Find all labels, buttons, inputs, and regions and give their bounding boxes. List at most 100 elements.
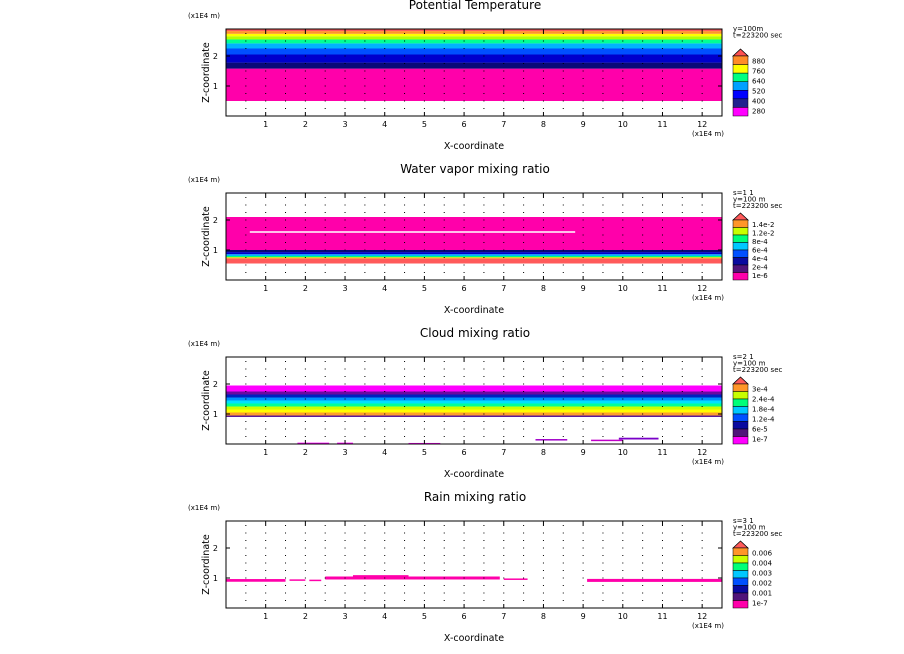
grid-dot [245,93,247,94]
grid-dot [384,78,386,79]
grid-dot [265,592,267,594]
grid-dot [304,219,306,221]
grid-dot [384,204,386,206]
grid-dot [483,585,485,586]
grid-dot [503,421,505,422]
grid-dot [562,562,564,564]
grid-dot [265,406,267,407]
grid-dot [582,361,584,362]
x-tick-label: 2 [303,284,308,293]
grid-dot [661,55,663,57]
x-tick-label: 7 [501,612,506,621]
colorbar-label: 3e-4 [752,386,768,394]
grid-dot [384,398,386,400]
grid-dot [642,592,644,594]
grid-dot [443,204,445,206]
grid-dot [384,600,386,601]
grid-dot [245,555,247,556]
grid-dot [661,391,663,392]
field-patch [297,442,330,445]
grid-dot [523,48,525,49]
panel-3: Cloud mixing ratio(x1E4 m)1 2 3 4 5 6 7 8 9 10 11 1… [188,326,783,480]
grid-dot [324,555,326,556]
grid-dot [701,100,703,102]
grid-dot [404,249,406,251]
grid-dot [483,33,485,34]
grid-dot [304,600,306,601]
grid-dot [602,249,604,251]
grid-dot [285,33,287,34]
x-tick-label: 1 [263,612,268,621]
grid-dot [285,234,287,236]
grid-dot [304,413,306,415]
grid-dot [324,257,326,258]
grid-dot [384,562,386,564]
contour-band [226,400,722,404]
grid-dot [681,212,683,213]
grid-dot [582,428,584,430]
grid-dot [582,368,584,370]
grid-dot [622,421,624,422]
grid-dot [602,547,604,549]
z-unit-label: (x1E4 m) [188,504,220,512]
grid-dot [324,376,326,377]
grid-dot [304,555,306,556]
x-tick-label: 1 [263,120,268,129]
grid-dot [622,70,624,72]
grid-dot [384,100,386,102]
grid-dot [423,264,425,266]
grid-dot [562,108,564,109]
x-tick-label: 9 [581,120,586,129]
grid-dot [642,33,644,34]
grid-dot [324,532,326,534]
grid-dot [364,428,366,430]
grid-dot [404,540,406,541]
grid-dot [285,436,287,437]
grid-dot [384,376,386,377]
grid-dot [562,219,564,221]
plot-frame [225,520,723,609]
grid-dot [404,85,406,87]
grid-dot [344,436,346,437]
contour-band [226,403,722,407]
grid-dot [265,391,267,392]
grid-dot [562,272,564,273]
grid-dot [304,197,306,198]
grid-dot [443,242,445,243]
grid-dot [602,391,604,392]
grid-dot [404,525,406,526]
grid-dot [285,562,287,564]
grid-dot [344,63,346,64]
grid-dot [661,204,663,206]
x-tick-label: 9 [581,284,586,293]
grid-dot [463,600,465,601]
grid-dot [542,93,544,94]
grid-dot [324,48,326,49]
grid-dot [602,234,604,236]
grid-dot [602,204,604,206]
contour-band [226,357,722,386]
info-text: y=100 m [733,360,766,368]
grid-dot [542,562,544,564]
grid-dot [443,383,445,385]
x-tick-label: 4 [382,448,387,457]
grid-dot [423,272,425,273]
grid-dot [582,413,584,415]
grid-dot [443,600,445,601]
grid-dot [423,555,425,556]
info-text: s=3 1 [733,517,754,525]
grid-dot [285,85,287,87]
grid-dot [503,234,505,236]
grid-dot [423,40,425,42]
grid-dot [324,204,326,206]
contour-band [226,193,722,217]
grid-dot [404,33,406,34]
grid-dot [344,257,346,258]
grid-dot [562,585,564,586]
grid-dot [483,93,485,94]
grid-dot [324,249,326,251]
grid-dot [344,212,346,213]
grid-dot [542,376,544,377]
x-tick-label: 7 [501,284,506,293]
grid-dot [304,78,306,79]
